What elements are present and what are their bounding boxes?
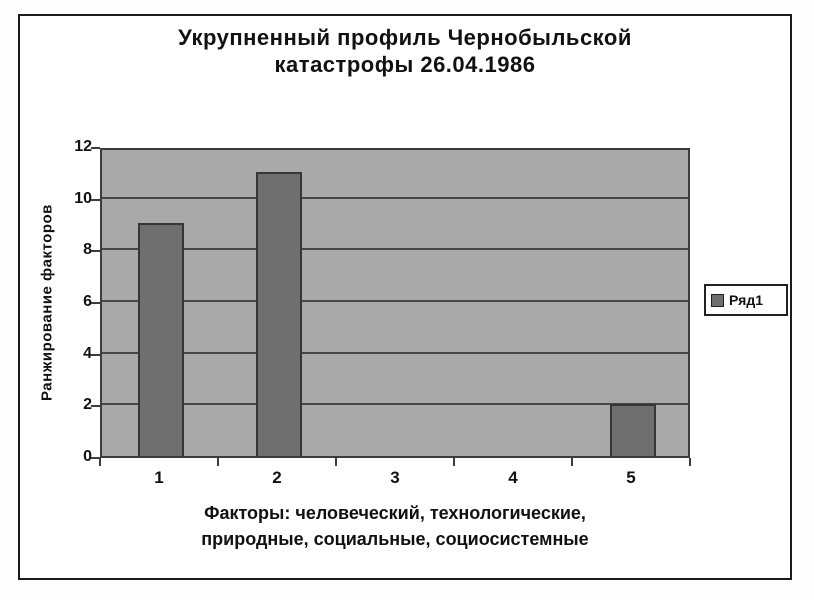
y-tick-label-4: 4 (83, 344, 92, 362)
bar-category-5 (610, 404, 656, 456)
x-tick-mark-4 (571, 458, 573, 466)
y-tick-mark-10 (91, 198, 100, 201)
y-tick-label-0: 0 (83, 448, 92, 465)
x-tick-mark-2 (335, 458, 337, 466)
y-tick-mark-4 (91, 353, 100, 356)
x-tick-mark-5 (689, 458, 691, 466)
y-tick-mark-8 (91, 250, 100, 253)
y-tick-label-2: 2 (83, 396, 92, 414)
legend-series-marker-icon (711, 293, 724, 307)
y-axis-tick-labels: 0 2 4 6 8 10 12 (58, 138, 92, 465)
gridline-y-8 (102, 248, 688, 251)
x-tick-mark-0 (99, 458, 101, 466)
y-axis-title: Ранжирование факторов (38, 204, 56, 402)
x-tick-mark-1 (217, 458, 219, 466)
legend-series-label: Ряд1 (729, 292, 763, 308)
chart-title: Укрупненный профиль Чернобыльской катаст… (60, 24, 750, 78)
x-axis-title: Факторы: человеческий, технологические, … (90, 500, 700, 552)
x-category-label-3: 3 (390, 468, 400, 487)
plot-area (100, 148, 690, 458)
x-category-label-2: 2 (272, 468, 282, 487)
gridline-y-10 (102, 196, 688, 199)
x-category-label-5: 5 (626, 468, 636, 487)
x-axis-category-labels: 1 2 3 4 5 (100, 468, 690, 488)
x-category-label-1: 1 (154, 468, 164, 487)
y-tick-mark-0 (91, 457, 100, 459)
gridline-y-4 (102, 351, 688, 354)
y-tick-label-12: 12 (74, 138, 92, 155)
legend: Ряд1 (704, 284, 788, 316)
x-tick-mark-3 (453, 458, 455, 466)
bar-category-2 (256, 172, 302, 456)
gridline-y-6 (102, 300, 688, 302)
x-axis-title-line-2: природные, социальные, социосистемные (201, 529, 589, 549)
x-category-label-4: 4 (508, 468, 518, 487)
y-tick-label-8: 8 (83, 241, 92, 259)
y-tick-mark-2 (91, 405, 100, 408)
bar-category-1 (138, 223, 184, 456)
x-axis-title-line-1: Факторы: человеческий, технологические, (204, 503, 586, 523)
y-tick-label-10: 10 (74, 189, 92, 207)
chart-title-line-2: катастрофы 26.04.1986 (274, 52, 536, 77)
chart-title-line-1: Укрупненный профиль Чернобыльской (178, 25, 632, 50)
y-tick-mark-12 (91, 147, 100, 149)
y-tick-mark-6 (91, 302, 100, 304)
gridline-y-2 (102, 403, 688, 406)
y-tick-label-6: 6 (83, 293, 92, 310)
